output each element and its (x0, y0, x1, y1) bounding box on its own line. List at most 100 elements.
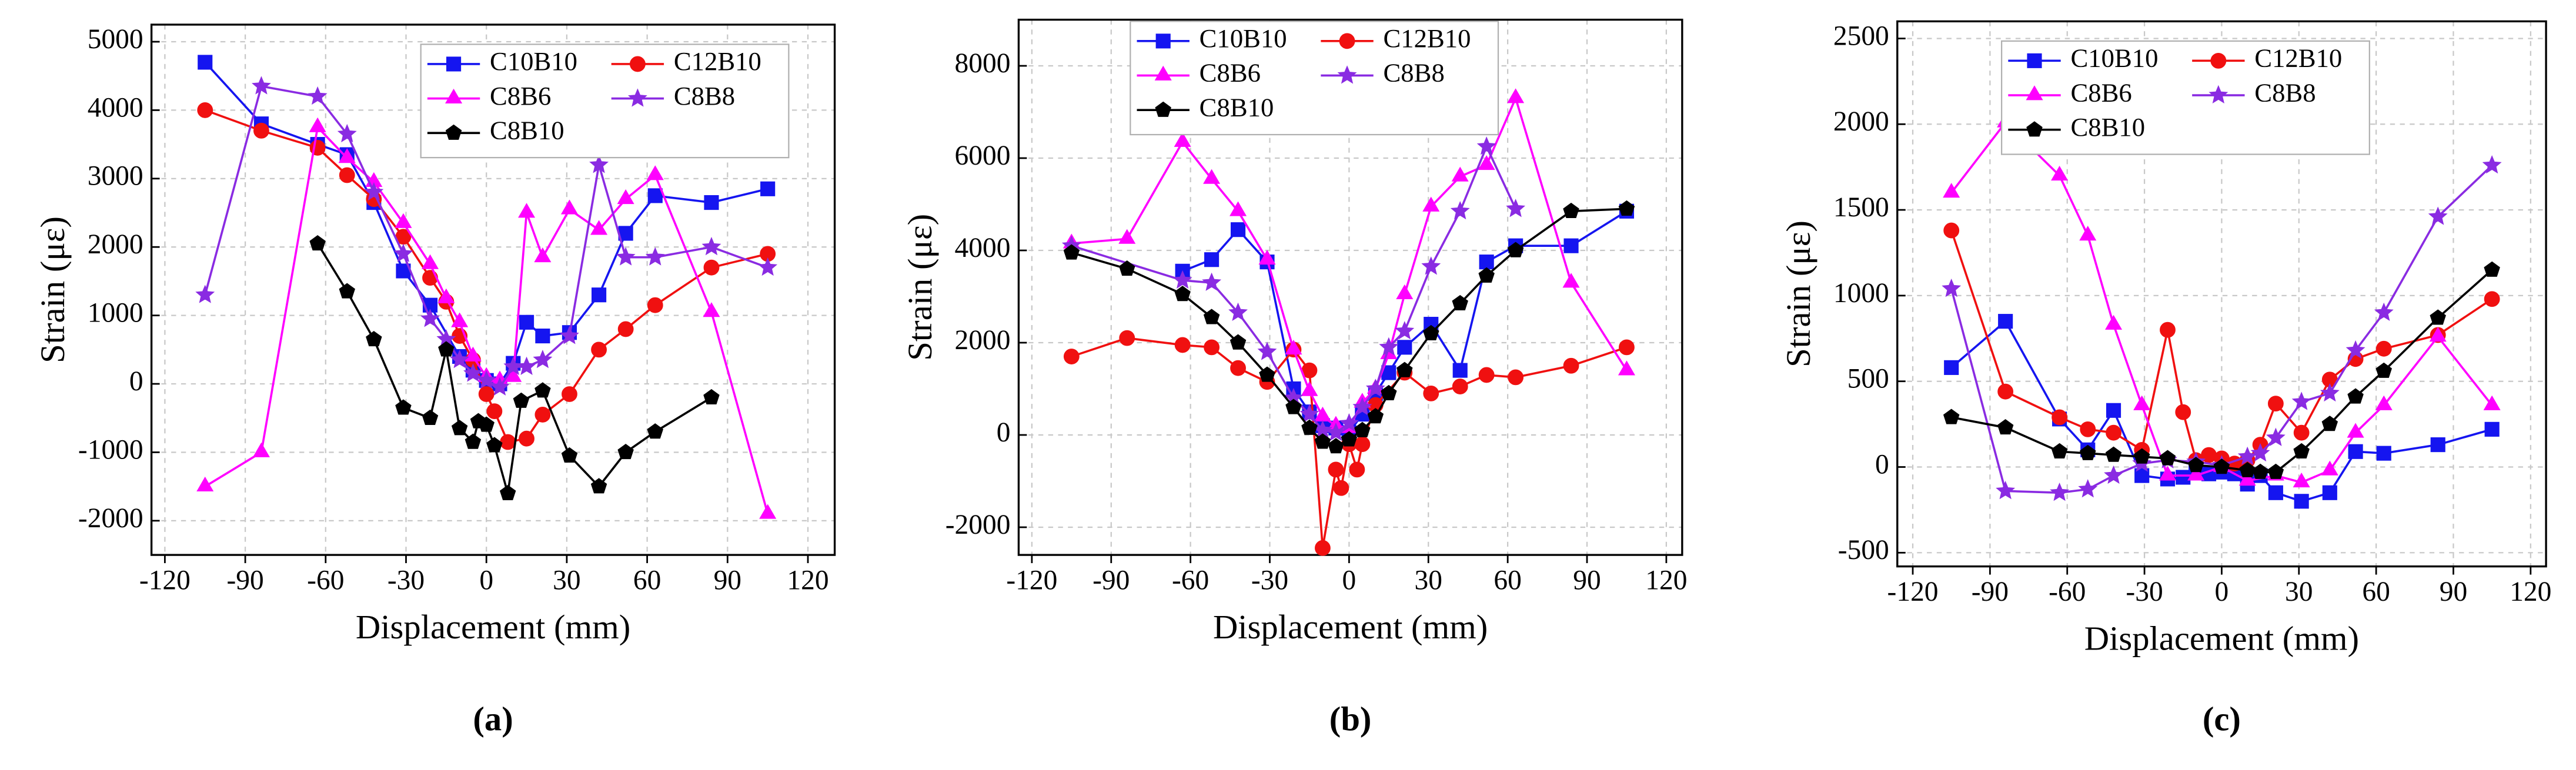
marker (1365, 379, 1385, 397)
marker (591, 342, 607, 358)
caption: (b) (1329, 699, 1372, 738)
y-axis-label: Strain (με) (901, 214, 939, 361)
marker (2104, 465, 2123, 484)
marker (2052, 409, 2068, 426)
marker (1507, 88, 1525, 103)
marker (1314, 433, 1331, 449)
x-tick-label: -60 (307, 565, 344, 595)
marker (2079, 226, 2097, 241)
marker (2375, 395, 2393, 410)
marker (2320, 383, 2340, 402)
marker (2375, 362, 2392, 378)
marker (592, 287, 607, 303)
marker (1063, 349, 1080, 364)
marker (1285, 340, 1302, 355)
marker (486, 437, 503, 453)
legend-label: C12B10 (674, 46, 761, 76)
legend-label: C8B8 (2254, 78, 2316, 107)
x-tick-label: 90 (1573, 565, 1601, 595)
marker (617, 321, 634, 337)
marker (1333, 480, 1349, 496)
marker (1563, 357, 1579, 374)
marker (1257, 342, 1277, 360)
x-tick-label: -30 (387, 565, 425, 595)
marker (561, 447, 578, 463)
marker (1506, 199, 1526, 217)
marker (1258, 249, 1276, 265)
marker (534, 247, 552, 263)
y-tick-label: 0 (129, 366, 143, 397)
marker (2482, 155, 2502, 174)
marker (463, 363, 483, 382)
marker (1339, 413, 1359, 432)
marker (703, 259, 720, 276)
marker (1328, 438, 1344, 454)
marker (1450, 201, 1470, 220)
marker (1299, 404, 1319, 423)
marker (1942, 278, 1962, 297)
marker (2106, 403, 2121, 418)
marker (366, 330, 382, 347)
marker (1476, 136, 1496, 155)
legend-marker (2209, 85, 2228, 103)
marker (1452, 363, 1468, 378)
marker (2159, 450, 2176, 466)
legend-marker (1155, 101, 1171, 117)
marker (513, 392, 530, 408)
marker (535, 329, 550, 344)
marker (1231, 222, 1246, 237)
marker (647, 297, 663, 313)
marker (1563, 202, 1579, 218)
legend-marker (2027, 53, 2042, 68)
marker (1326, 422, 1346, 441)
x-tick-label: -30 (2126, 577, 2163, 607)
marker (2105, 446, 2122, 462)
marker (1379, 337, 1399, 356)
marker (562, 386, 577, 402)
marker (1119, 260, 1135, 276)
marker (1943, 222, 1960, 239)
marker (2080, 444, 2096, 460)
marker (617, 189, 634, 205)
x-tick-label: 90 (2440, 577, 2467, 607)
marker (1259, 366, 1275, 382)
y-tick-label: -2000 (945, 510, 1011, 540)
marker (2428, 206, 2448, 225)
marker (1118, 229, 1136, 244)
marker (1341, 431, 1358, 447)
marker (1943, 409, 1960, 424)
marker (465, 433, 482, 449)
marker (1396, 361, 1413, 377)
marker (2376, 446, 2391, 461)
marker (339, 167, 355, 183)
x-tick-label: -30 (1251, 565, 1288, 595)
marker (420, 309, 440, 327)
marker (1301, 381, 1318, 396)
y-tick-label: 2000 (1833, 106, 1889, 137)
marker (1229, 334, 1247, 350)
marker (438, 341, 455, 357)
marker (252, 76, 271, 95)
marker (2483, 395, 2501, 410)
plot-frame (1896, 20, 2547, 568)
x-tick-label: -90 (1972, 577, 2009, 607)
x-axis-label: Displacement (mm) (2084, 620, 2359, 658)
legend-label: C10B10 (490, 46, 577, 76)
caption: (a) (473, 699, 513, 738)
marker (395, 399, 412, 415)
marker (1478, 367, 1495, 383)
marker (2430, 437, 2445, 453)
x-tick-label: -120 (1006, 565, 1057, 595)
marker (2106, 424, 2121, 441)
marker (437, 288, 455, 303)
marker (1354, 436, 1371, 453)
y-tick-label: -2000 (78, 503, 143, 534)
marker (1229, 201, 1247, 216)
marker (309, 235, 326, 251)
series-line (1071, 143, 1517, 434)
x-tick-label: 120 (1645, 565, 1687, 595)
x-axis-label: Displacement (mm) (1213, 608, 1488, 646)
marker (2347, 388, 2364, 404)
x-axis-label: Displacement (mm) (356, 608, 630, 646)
